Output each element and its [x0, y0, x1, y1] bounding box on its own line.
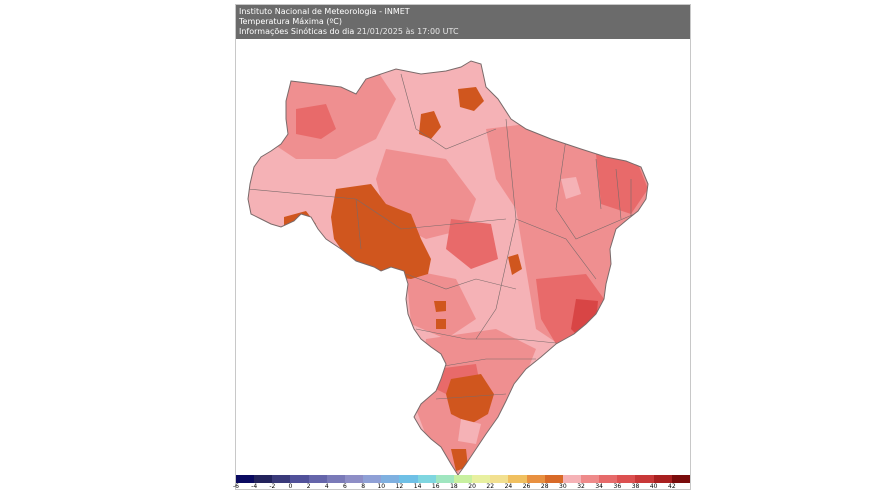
- state-border: [515, 218, 597, 280]
- legend-swatch: [580, 475, 600, 483]
- zone-34-northeast: [596, 154, 648, 214]
- legend-swatch: [236, 475, 255, 483]
- legend-label: 24: [504, 483, 513, 490]
- state-border: [475, 118, 517, 340]
- legend-label: 36: [613, 483, 622, 490]
- info-label: Informações Sinóticas do dia: [239, 27, 355, 36]
- zone-26-rio-grande-do-sul: [446, 374, 494, 424]
- legend-label: -6: [233, 483, 239, 490]
- zone-26-sp: [434, 301, 446, 312]
- legend-swatch: [508, 475, 527, 483]
- zone-34-northwest: [296, 104, 336, 139]
- legend-swatch: [417, 475, 436, 483]
- zone-26-goias: [508, 254, 522, 275]
- legend-label: -2: [269, 483, 276, 490]
- state-border: [355, 198, 362, 250]
- state-border: [615, 168, 622, 220]
- zone-34-centralwest: [446, 219, 498, 269]
- legend-label: 22: [486, 483, 495, 490]
- legend-swatch: [635, 475, 654, 483]
- legend-swatch: [671, 475, 690, 483]
- legend-label: 42: [668, 483, 676, 490]
- legend-swatch: [272, 475, 291, 483]
- legend-swatch: [326, 475, 345, 483]
- zone-36-coast: [571, 299, 598, 339]
- legend-swatch: [490, 475, 509, 483]
- state-border: [435, 393, 507, 400]
- zone-30-patch: [561, 177, 581, 199]
- legend-label: 32: [577, 483, 585, 490]
- institute-title: Instituto Nacional de Meteorologia - INM…: [239, 7, 410, 16]
- legend-label: 14: [413, 483, 422, 490]
- legend-swatch: [653, 475, 672, 483]
- legend-label: 38: [631, 483, 640, 490]
- legend-swatch: [399, 475, 418, 483]
- legend-label: 4: [324, 483, 329, 490]
- state-border: [400, 73, 497, 150]
- zone-26-para-north: [419, 111, 441, 139]
- legend-label: 18: [450, 483, 458, 490]
- map-header: Instituto Nacional de Meteorologia - INM…: [236, 5, 690, 39]
- legend-label: 8: [361, 483, 366, 490]
- legend-swatch: [254, 475, 273, 483]
- legend-swatch: [344, 475, 364, 483]
- legend-label: 20: [468, 483, 476, 490]
- legend-label: 26: [522, 483, 531, 490]
- legend-swatch: [453, 475, 473, 483]
- legend-swatch: [599, 475, 618, 483]
- legend-swatch: [562, 475, 581, 483]
- legend-swatch: [617, 475, 636, 483]
- legend-label: 34: [595, 483, 604, 490]
- legend-label: 28: [540, 483, 549, 490]
- legend-label: 10: [377, 483, 386, 490]
- zone-26-pr: [436, 319, 446, 329]
- legend-label: 6: [343, 483, 347, 490]
- variable-title: Temperatura Máxima (ºC): [239, 17, 342, 26]
- zone-26-sc-south: [451, 449, 468, 471]
- zone-26-amapa: [458, 87, 484, 111]
- state-border: [248, 188, 507, 230]
- legend-swatch: [435, 475, 454, 483]
- legend-swatch: [526, 475, 545, 483]
- legend-swatch: [381, 475, 400, 483]
- map-panel: Instituto Nacional de Meteorologia - INM…: [233, 4, 691, 491]
- legend-label: 12: [395, 483, 404, 490]
- legend-swatch: [290, 475, 309, 483]
- legend-label: 16: [431, 483, 440, 490]
- zone-32-north: [266, 69, 396, 159]
- legend-labels: -6 -4 -2 0 2 4 6 8 10 12 14 16 18 20 22 24 26 28 30 32 34 36 3…: [233, 483, 690, 491]
- legend-swatch: [544, 475, 563, 483]
- legend-label: -4: [251, 483, 258, 490]
- legend-label: 0: [288, 483, 293, 490]
- datetime: 21/01/2025 às 17:00 UTC: [356, 27, 459, 36]
- zone-30-patch: [458, 419, 481, 444]
- state-border: [595, 158, 602, 210]
- legend-colorbar: [236, 475, 690, 483]
- legend-swatch: [472, 475, 491, 483]
- brazil-temperature-map: [247, 60, 649, 475]
- legend-swatch: [363, 475, 382, 483]
- color-legend: -6 -4 -2 0 2 4 6 8 10 12 14 16 18 20 22 24 26 28 30 32 34 36 3…: [233, 475, 690, 491]
- state-border: [415, 328, 567, 345]
- legend-label: 2: [306, 483, 311, 490]
- zone-26-rondonia-mato-grosso: [331, 184, 431, 279]
- state-border: [555, 138, 647, 240]
- info-line: Informações Sinóticas do dia 21/01/2025 …: [239, 27, 687, 37]
- state-border: [425, 358, 536, 370]
- legend-label: 30: [559, 483, 567, 490]
- legend-swatch: [308, 475, 327, 483]
- state-border: [405, 273, 517, 290]
- legend-label: 40: [649, 483, 658, 490]
